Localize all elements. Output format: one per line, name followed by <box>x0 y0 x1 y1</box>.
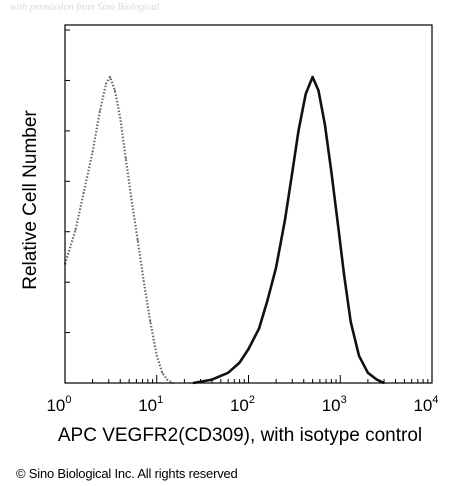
data-point <box>109 76 111 78</box>
series-vegfr2-line <box>193 75 385 385</box>
data-point <box>166 378 169 381</box>
data-point <box>238 361 241 364</box>
data-point <box>149 320 152 323</box>
data-point <box>161 371 164 374</box>
x-tick-label: 103 <box>322 394 347 415</box>
x-tick-label: 100 <box>46 394 71 415</box>
data-point <box>258 327 260 330</box>
data-point <box>82 191 85 194</box>
data-point <box>130 198 133 201</box>
data-point <box>155 354 158 357</box>
axes: 100 101 102 103 104 <box>46 24 439 415</box>
x-tick-label: 101 <box>138 394 163 415</box>
data-point <box>343 273 345 276</box>
x-tick-label: 102 <box>230 394 255 415</box>
data-point <box>358 354 360 357</box>
data-point <box>142 280 145 282</box>
plot-frame <box>64 24 433 384</box>
data-point <box>105 82 107 85</box>
data-point <box>304 93 307 95</box>
data-point <box>317 89 320 92</box>
x-tick-label: 104 <box>413 394 438 415</box>
data-point <box>114 89 116 92</box>
y-axis-label: Relative Cell Number <box>20 110 41 290</box>
data-point <box>119 116 122 119</box>
data-point <box>297 130 300 133</box>
data-point <box>330 171 333 174</box>
data-point <box>375 378 378 381</box>
data-point <box>367 371 369 374</box>
data-point <box>247 348 250 350</box>
data-point <box>337 225 340 228</box>
data-point <box>311 76 314 78</box>
data-point <box>124 157 127 160</box>
plot-area <box>63 75 385 385</box>
data-point <box>349 320 352 323</box>
data-point <box>136 239 139 242</box>
data-point <box>227 371 230 374</box>
data-point <box>74 229 77 231</box>
data-point <box>275 266 277 269</box>
data-point <box>266 300 269 303</box>
data-point <box>324 123 326 126</box>
copyright-text: © Sino Biological Inc. All rights reserv… <box>16 466 238 481</box>
data-point <box>99 110 101 112</box>
x-axis-label: APC VEGFR2(CD309), with isotype control <box>58 425 422 446</box>
data-point <box>91 150 94 153</box>
watermark: with permission from Sino Biological <box>10 2 160 13</box>
data-point <box>284 218 286 221</box>
data-point <box>291 171 294 174</box>
series-isotype-control-line <box>63 75 174 384</box>
